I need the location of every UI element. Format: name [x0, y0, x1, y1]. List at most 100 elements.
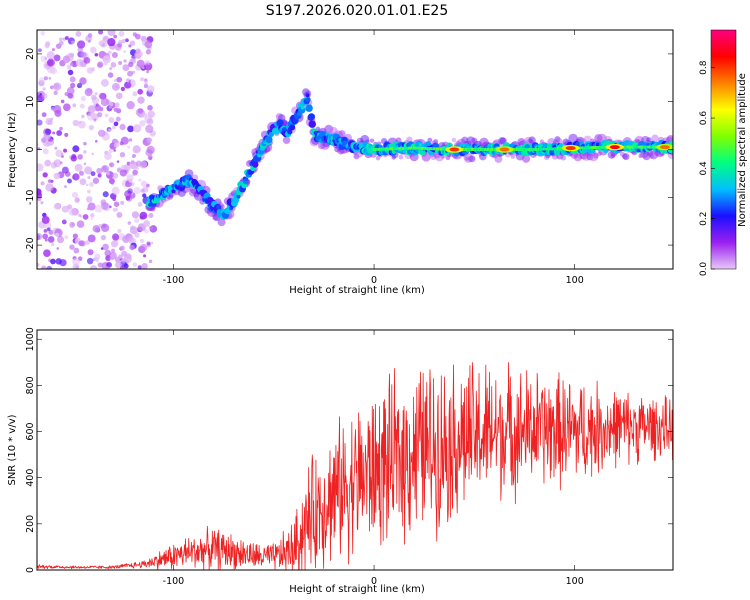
heatmap-noise-blob: [143, 220, 151, 227]
heatmap-noise-blob: [59, 126, 63, 131]
heatmap-ridge-blob: [289, 124, 296, 131]
heatmap-noise-blob: [79, 77, 87, 85]
heatmap-noise-blob: [84, 166, 93, 175]
heatmap-noise-blob: [118, 61, 123, 65]
heatmap-noise-blob: [120, 86, 126, 92]
heatmap-noise-blob: [140, 77, 145, 82]
heatmap-noise-blob: [76, 82, 83, 89]
snr-xlabel: Height of straight line (km): [289, 584, 425, 595]
heatmap-ridge-blob: [272, 127, 280, 135]
heatmap-noise-blob: [40, 55, 48, 63]
heatmap-noise-blob: [90, 46, 97, 54]
heatmap-noise-blob: [109, 205, 112, 209]
heatmap-noise-blob: [72, 233, 79, 239]
heatmap-noise-blob: [133, 186, 141, 194]
heatmap-noise-blob: [113, 121, 119, 127]
heatmap-noise-blob: [85, 196, 93, 203]
heatmap-noise-blob: [48, 229, 54, 235]
heatmap-noise-blob: [128, 138, 133, 142]
heatmap-noise-blob: [83, 56, 91, 64]
spectrogram-xlabel: Height of straight line (km): [289, 285, 425, 296]
heatmap-noise-blob: [111, 233, 120, 241]
heatmap-noise-blob: [61, 219, 67, 225]
heatmap-noise-blob: [79, 178, 87, 186]
heatmap-hotspot: [499, 147, 510, 152]
heatmap-noise-blob: [42, 233, 49, 240]
heatmap-noise-blob: [42, 87, 46, 91]
heatmap-noise-blob: [100, 223, 110, 233]
heatmap-noise-blob: [64, 36, 69, 40]
heatmap-noise-blob: [45, 128, 52, 135]
heatmap-noise-blob: [63, 148, 68, 153]
heatmap-noise-blob: [126, 100, 135, 110]
heatmap-noise-blob: [72, 145, 80, 153]
snr-xtick-label: 0: [371, 576, 377, 587]
heatmap-noise-blob: [132, 173, 136, 177]
heatmap-ridge-blob: [268, 131, 274, 138]
heatmap-noise-blob: [138, 112, 143, 117]
heatmap-hotspot: [565, 146, 576, 151]
heatmap-ridge-blob: [265, 135, 273, 144]
heatmap-noise-blob: [66, 64, 72, 70]
heatmap-noise-blob: [47, 236, 55, 243]
heatmap-noise-blob: [98, 92, 106, 100]
heatmap-noise-blob: [108, 178, 115, 185]
spectrogram-ytick-label: 20: [25, 48, 36, 60]
heatmap-noise-blob: [90, 213, 95, 218]
heatmap-noise-blob: [79, 103, 85, 109]
heatmap-halo-blob: [406, 136, 413, 143]
heatmap-noise-blob: [73, 247, 80, 254]
heatmap-noise-blob: [83, 141, 87, 146]
heatmap-noise-blob: [53, 172, 61, 180]
heatmap-noise-blob: [41, 265, 47, 269]
heatmap-noise-blob: [144, 228, 149, 234]
heatmap-noise-blob: [148, 259, 153, 264]
heatmap-halo-blob: [338, 130, 346, 138]
heatmap-ridge-blob: [276, 119, 284, 126]
heatmap-noise-blob: [119, 151, 126, 158]
heatmap-noise-blob: [145, 124, 154, 134]
heatmap-noise-blob: [88, 124, 95, 131]
heatmap-noise-blob: [120, 265, 125, 269]
heatmap-noise-blob: [48, 76, 52, 80]
heatmap-noise-blob: [100, 234, 107, 241]
heatmap-noise-blob: [92, 177, 100, 184]
heatmap-noise-blob: [78, 213, 82, 217]
heatmap-noise-blob: [94, 139, 98, 143]
heatmap-noise-blob: [47, 179, 52, 183]
heatmap-noise-blob: [108, 117, 115, 123]
heatmap-noise-blob: [90, 171, 96, 177]
snr-xtick-label: -100: [163, 576, 185, 587]
heatmap-noise-blob: [75, 31, 82, 37]
heatmap-noise-blob: [87, 234, 96, 243]
heatmap-ridge-blob: [244, 177, 249, 181]
heatmap-noise-blob: [140, 180, 148, 187]
heatmap-noise-blob: [83, 150, 87, 154]
heatmap-noise-blob: [143, 83, 149, 89]
heatmap-halo-blob: [369, 138, 375, 143]
heatmap-noise-blob: [94, 253, 101, 260]
heatmap-noise-blob: [141, 262, 148, 269]
heatmap-noise-blob: [129, 40, 136, 46]
heatmap-halo-blob: [651, 134, 659, 142]
heatmap-noise-blob: [41, 112, 47, 118]
heatmap-noise-blob: [135, 48, 141, 54]
heatmap-noise-blob: [96, 167, 103, 174]
heatmap-halo-blob: [494, 155, 503, 163]
spectrogram-ylabel: Frequency (Hz): [7, 112, 18, 188]
heatmap-noise-blob: [74, 163, 83, 172]
heatmap-noise-blob: [104, 113, 109, 118]
heatmap-noise-blob: [116, 76, 123, 83]
heatmap-noise-blob: [100, 202, 109, 210]
heatmap-noise-blob: [123, 50, 127, 54]
heatmap-halo-blob: [593, 152, 599, 159]
heatmap-noise-blob: [46, 58, 56, 67]
heatmap-noise-blob: [82, 214, 89, 220]
heatmap-noise-blob: [61, 205, 69, 213]
heatmap-noise-blob: [105, 266, 110, 269]
heatmap-noise-blob: [145, 49, 151, 55]
heatmap-ridge-blob: [305, 97, 311, 103]
